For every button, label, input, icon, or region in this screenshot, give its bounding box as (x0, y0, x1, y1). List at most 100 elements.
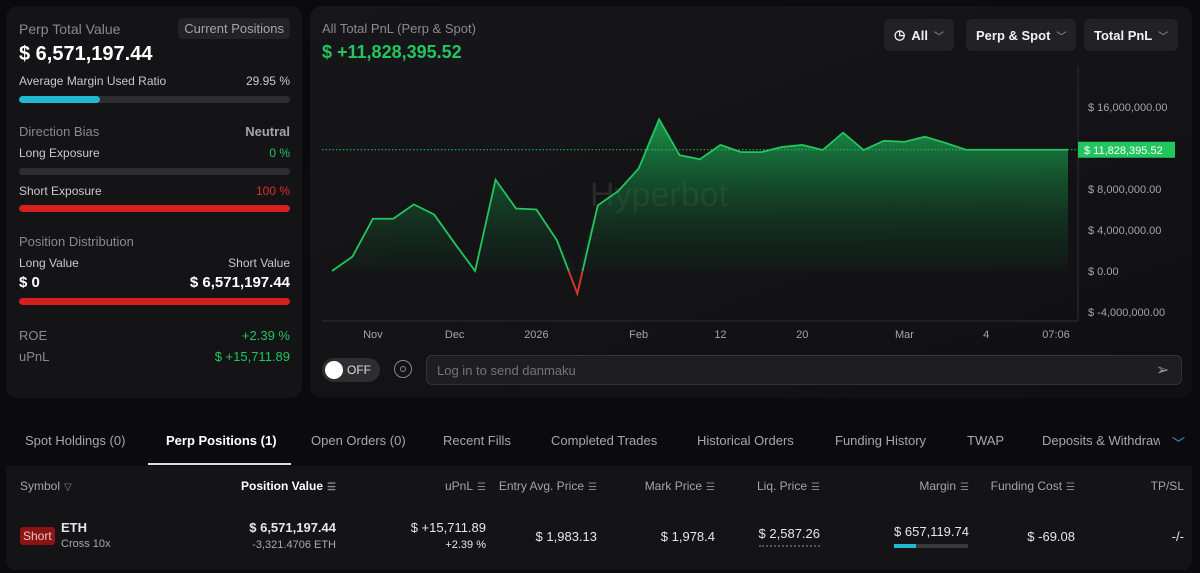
margin-ratio-label: Average Margin Used Ratio (19, 74, 167, 88)
tab-spot-holdings[interactable]: Spot Holdings (0) (25, 433, 126, 448)
chevron-down-icon: ﹀ (1158, 31, 1169, 43)
upnl-value: $ +15,711.89 (214, 349, 290, 364)
chevron-down-icon: ﹀ (1056, 31, 1067, 43)
tab-twap[interactable]: TWAP (967, 433, 1005, 448)
margin: $ 657,119.74 (894, 524, 969, 539)
scope-dropdown[interactable]: Perp & Spot ﹀ (966, 19, 1077, 51)
range-dropdown[interactable]: ◷ All ﹀ (884, 19, 954, 51)
upnl-percent: +2.39 % (445, 539, 486, 551)
x-tick-label: 07:06 (1042, 329, 1070, 341)
long-value: $ 0 (19, 274, 40, 291)
short-exposure-bar (19, 205, 290, 212)
roe-label: ROE (19, 328, 48, 343)
long-exposure-bar (19, 168, 290, 175)
direction-bias-value: Neutral (245, 124, 290, 139)
current-positions-button[interactable]: Current Positions (178, 18, 290, 39)
metric-dropdown[interactable]: Total PnL ﹀ (1084, 19, 1179, 51)
column-header-upnl[interactable]: uPnL ☰ (445, 479, 486, 493)
tab-funding-history[interactable]: Funding History (835, 433, 927, 448)
tab-historical-orders[interactable]: Historical Orders (697, 433, 794, 448)
sort-icon[interactable]: ☰ (477, 482, 486, 493)
column-header-position-value[interactable]: Position Value ☰ (241, 479, 336, 493)
margin-ratio-bar (19, 96, 290, 103)
column-header-funding-cost[interactable]: Funding Cost ☰ (991, 479, 1075, 493)
x-tick-label: Dec (445, 329, 465, 341)
tabs-expand-chevron-icon[interactable]: ﹀ (1172, 436, 1186, 451)
margin-bar (894, 544, 968, 548)
perp-total-value: $ 6,571,197.44 (19, 43, 153, 65)
header-label: Mark Price (644, 479, 703, 493)
negative-pnl-segment (567, 270, 584, 297)
scope-value: Perp & Spot (976, 27, 1051, 43)
long-exposure-label: Long Exposure (19, 146, 100, 160)
y-tick-label: $ 16,000,000.00 (1088, 102, 1168, 114)
toggle-knob (325, 361, 343, 379)
column-header-symbol[interactable]: Symbol ▽ (20, 479, 72, 493)
clock-icon: ◷ (894, 27, 906, 42)
positions-table: Symbol ▽ Position Value ☰ uPnL ☰ Entry Avg. Pr… (6, 466, 1192, 570)
sort-icon[interactable]: ☰ (588, 482, 597, 493)
tab-recent-fills[interactable]: Recent Fills (443, 433, 511, 448)
header-label: Margin (919, 479, 957, 493)
tab-open-orders[interactable]: Open Orders (0) (311, 433, 406, 448)
metric-value: Total PnL (1094, 27, 1153, 43)
column-header-margin[interactable]: Margin ☰ (919, 479, 969, 493)
danmaku-input[interactable] (426, 355, 1182, 385)
mark-price: $ 1,978.4 (660, 529, 715, 544)
long-exposure-value: 0 % (269, 146, 290, 160)
x-tick-label: Nov (363, 329, 383, 341)
sort-icon[interactable]: ☰ (706, 482, 715, 493)
active-tab-underline (148, 463, 291, 465)
x-tick-label: 4 (983, 329, 989, 341)
x-tick-label: 12 (714, 329, 726, 341)
column-header-entry-avg-price[interactable]: Entry Avg. Price ☰ (499, 479, 597, 493)
header-label: Position Value (241, 479, 324, 493)
pnl-area-chart: Hyperbot$ 11,828,395.52$ 16,000,000.00$ … (322, 66, 1175, 341)
column-header-mark-price[interactable]: Mark Price ☰ (645, 479, 715, 493)
sort-icon[interactable]: ☰ (960, 482, 969, 493)
danmaku-toggle[interactable]: OFF (322, 358, 380, 382)
short-exposure-value: 100 % (255, 184, 290, 198)
sort-icon[interactable]: ☰ (811, 482, 820, 493)
tab-deposits-withdraw[interactable]: Deposits & Withdraw (1042, 433, 1160, 448)
side-badge: Short (20, 527, 55, 545)
entry-price: $ 1,983.13 (535, 529, 597, 544)
tpsl[interactable]: -/- (1171, 529, 1184, 544)
column-header-tp-sl[interactable]: TP/SL (1151, 479, 1184, 493)
x-tick-label: 2026 (524, 329, 548, 341)
perp-total-value-label: Perp Total Value (19, 21, 121, 37)
y-tick-label: $ -4,000,000.00 (1088, 307, 1165, 319)
range-value: All (911, 27, 928, 43)
send-icon[interactable]: ➢ (1156, 362, 1170, 379)
short-exposure-label: Short Exposure (19, 184, 102, 198)
chevron-down-icon: ﹀ (933, 31, 944, 43)
x-tick-label: 20 (796, 329, 808, 341)
position-value: $ 6,571,197.44 (249, 520, 336, 535)
short-value-label: Short Value (228, 256, 290, 270)
column-header-liq-price[interactable]: Liq. Price ☰ (757, 479, 820, 493)
direction-bias-label: Direction Bias (19, 124, 100, 139)
position-distribution-bar (19, 298, 290, 305)
header-label: TP/SL (1150, 479, 1184, 493)
current-value-tag (1078, 141, 1175, 158)
tab-perp-positions[interactable]: Perp Positions (1) (166, 433, 277, 448)
header-label: Symbol (20, 479, 61, 493)
header-label: Liq. Price (757, 479, 808, 493)
margin-ratio-value: 29.95 % (245, 74, 290, 88)
filter-icon[interactable]: ▽ (64, 482, 72, 493)
liq-price: $ 2,587.26 (758, 526, 820, 547)
toggle-label: OFF (347, 363, 371, 377)
perp-summary-panel: Perp Total Value Current Positions $ 6,5… (6, 6, 302, 398)
tab-completed-trades[interactable]: Completed Trades (551, 433, 658, 448)
leverage: Cross 10x (61, 538, 111, 550)
danmaku-settings-icon[interactable] (394, 360, 412, 378)
upnl-label: uPnL (19, 349, 50, 364)
funding-cost: $ -69.08 (1027, 529, 1075, 544)
header-label: Funding Cost (990, 479, 1063, 493)
sort-icon[interactable]: ☰ (1066, 482, 1075, 493)
short-value: $ 6,571,197.44 (189, 274, 290, 291)
roe-value: +2.39 % (241, 328, 290, 343)
sort-icon[interactable]: ☰ (327, 482, 336, 493)
chart-total-value: $ +11,828,395.52 (322, 42, 462, 62)
symbol[interactable]: ETH (61, 520, 87, 535)
